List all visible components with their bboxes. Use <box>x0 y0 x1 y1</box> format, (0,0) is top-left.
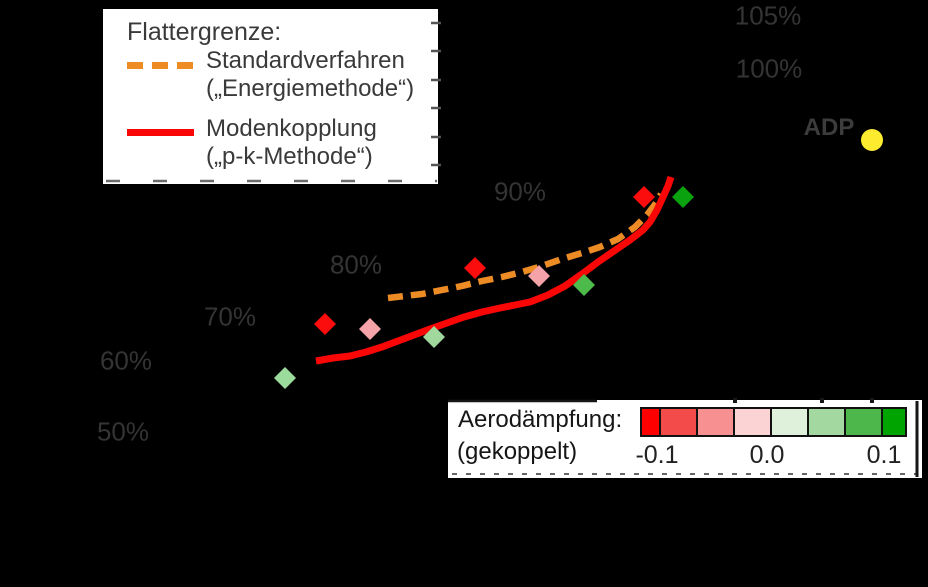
damping-marker <box>423 326 445 348</box>
damping-marker <box>573 274 595 296</box>
colorbar-swatch <box>642 409 661 435</box>
colorbar-title: Aerodämpfung: <box>458 406 623 433</box>
adp-label: ADP <box>803 114 855 141</box>
colorbar-swatch <box>698 409 735 435</box>
speed-percentage-label: 105% <box>734 0 802 31</box>
legend-item-label: Standardverfahren <box>206 47 405 74</box>
colorbar-swatches <box>640 407 907 437</box>
speed-percentage-label: 60% <box>99 345 153 376</box>
colorbar-swatch <box>661 409 698 435</box>
damping-marker <box>314 313 336 335</box>
dashed-line-sample <box>127 62 194 69</box>
damping-colorbar-legend: Aerodämpfung: (gekoppelt) -0.1 0.0 0.1 <box>448 400 922 478</box>
speed-percentage-label: 70% <box>203 301 257 332</box>
colorbar-swatch <box>846 409 883 435</box>
colorbar-swatch <box>772 409 809 435</box>
colorbar-subtitle: (gekoppelt) <box>457 438 578 465</box>
legend-item-label: Modenkopplung <box>206 115 377 142</box>
adp-point <box>861 129 883 151</box>
speed-percentage-label: 100% <box>735 53 803 84</box>
flutter-boundary-energiemethode <box>387 192 664 302</box>
speed-percentage-label: 50% <box>96 416 150 447</box>
colorbar-tick-label: 0.1 <box>866 441 902 469</box>
damping-marker <box>274 367 296 389</box>
legend-item-standardverfahren: Standardverfahren („Energiemethode“) <box>206 47 414 103</box>
solid-line-sample <box>127 129 194 136</box>
speed-percentage-label: 90% <box>493 176 547 207</box>
flutter-boundary-legend: Flattergrenze: Standardverfahren („Energ… <box>103 9 438 184</box>
colorbar-tick-label: -0.1 <box>635 441 679 469</box>
damping-marker <box>633 186 655 208</box>
colorbar-tick-label: 0.0 <box>749 441 785 469</box>
colorbar-swatch <box>809 409 846 435</box>
damping-marker <box>528 265 550 287</box>
legend-item-modenkopplung: Modenkopplung („p-k-Methode“) <box>206 115 377 171</box>
damping-marker <box>464 257 486 279</box>
colorbar-swatch <box>883 409 905 435</box>
damping-marker <box>672 186 694 208</box>
damping-marker <box>359 318 381 340</box>
colorbar-swatch <box>735 409 772 435</box>
legend-item-sublabel: („p-k-Methode“) <box>206 143 373 170</box>
legend-item-sublabel: („Energiemethode“) <box>206 75 415 102</box>
speed-percentage-label: 80% <box>329 249 383 280</box>
legend-title: Flattergrenze: <box>127 18 282 46</box>
